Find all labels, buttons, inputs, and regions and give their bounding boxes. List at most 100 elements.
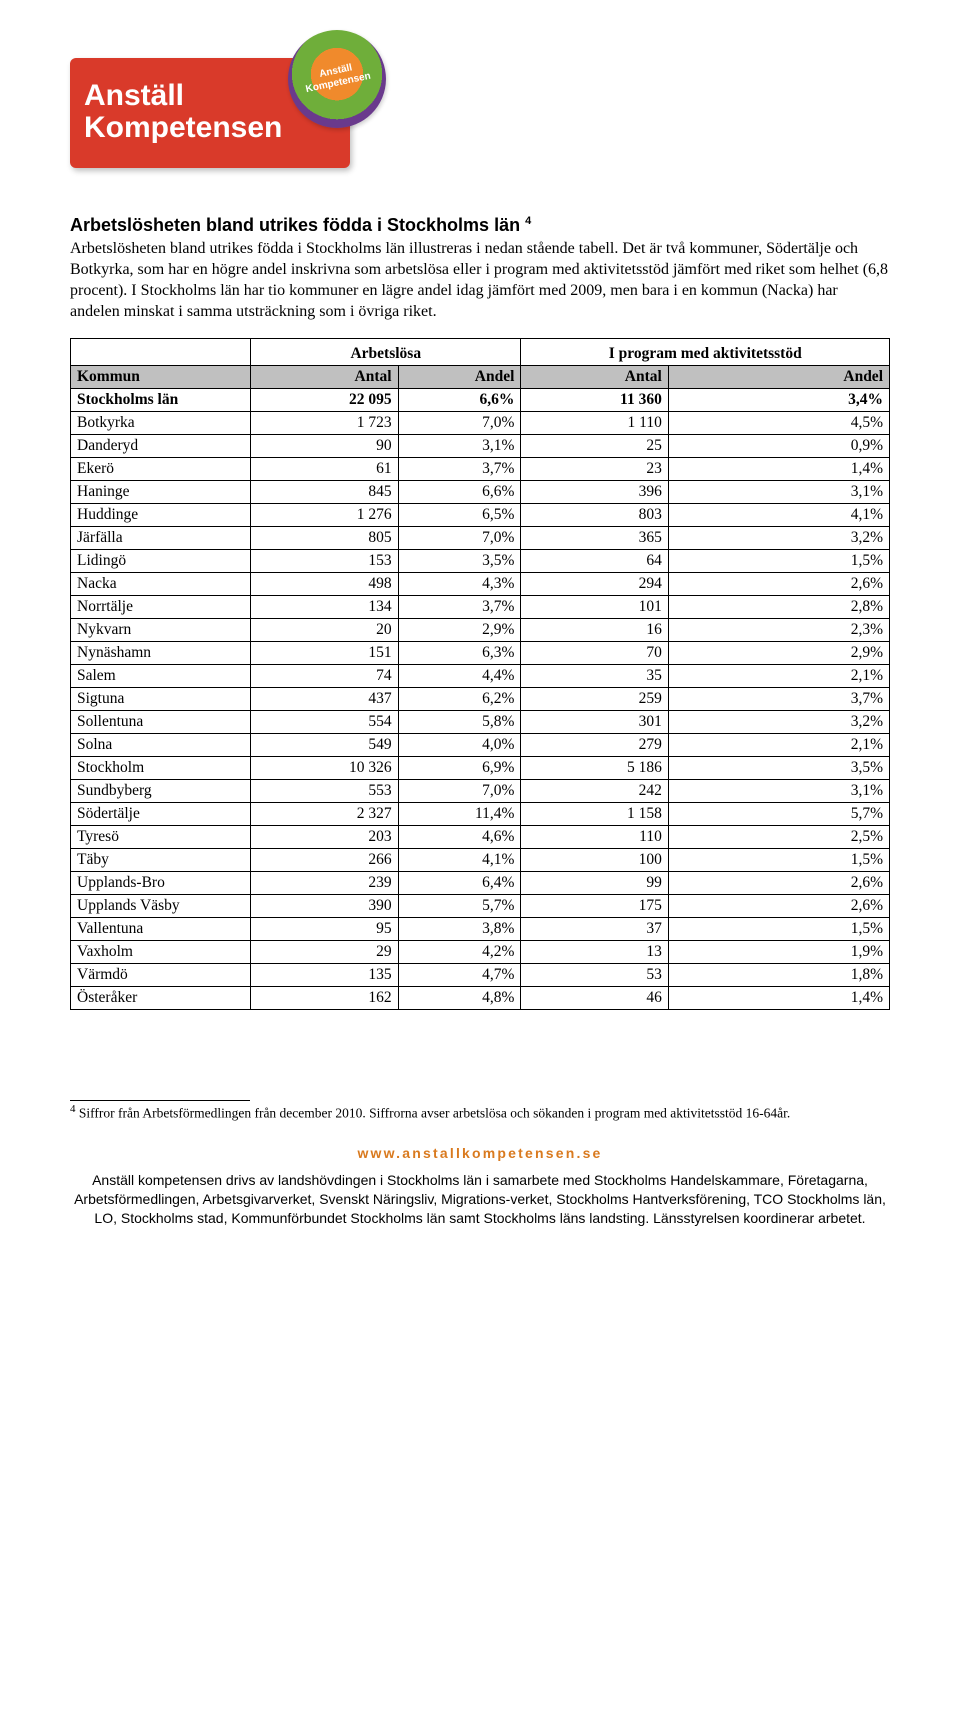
row-name: Nacka	[71, 573, 251, 596]
row-p1: 6,9%	[398, 757, 521, 780]
row-p1: 7,0%	[398, 527, 521, 550]
row-name: Upplands Väsby	[71, 895, 251, 918]
col-andel-2: Andel	[668, 366, 889, 389]
table-row: Nykvarn202,9%162,3%	[71, 619, 890, 642]
row-p2: 2,5%	[668, 826, 889, 849]
row-a1: 151	[251, 642, 398, 665]
row-a1: 135	[251, 964, 398, 987]
row-p2: 0,9%	[668, 435, 889, 458]
row-p2: 4,5%	[668, 412, 889, 435]
row-p1: 3,1%	[398, 435, 521, 458]
table-row: Nynäshamn1516,3%702,9%	[71, 642, 890, 665]
row-p1: 5,8%	[398, 711, 521, 734]
row-a1: 549	[251, 734, 398, 757]
row-p1: 7,0%	[398, 412, 521, 435]
row-name: Upplands-Bro	[71, 872, 251, 895]
row-name: Ekerö	[71, 458, 251, 481]
row-name: Norrtälje	[71, 596, 251, 619]
row-name: Täby	[71, 849, 251, 872]
footnote-text: Siffror från Arbetsförmedlingen från dec…	[76, 1106, 791, 1121]
col-andel-1: Andel	[398, 366, 521, 389]
row-name: Sollentuna	[71, 711, 251, 734]
row-name: Järfälla	[71, 527, 251, 550]
heading-footnote-ref: 4	[525, 215, 531, 227]
row-name: Vaxholm	[71, 941, 251, 964]
row-p1: 6,5%	[398, 504, 521, 527]
row-name: Tyresö	[71, 826, 251, 849]
row-a2: 396	[521, 481, 668, 504]
row-p1: 11,4%	[398, 803, 521, 826]
logo: Anställ Kompetensen Anställ Kompetensen	[70, 40, 380, 195]
row-p2: 1,4%	[668, 987, 889, 1010]
row-p1: 4,8%	[398, 987, 521, 1010]
row-p2: 4,1%	[668, 504, 889, 527]
table-row: Södertälje2 32711,4%1 1585,7%	[71, 803, 890, 826]
row-p2: 3,1%	[668, 780, 889, 803]
table-row: Solna5494,0%2792,1%	[71, 734, 890, 757]
col-antal-2: Antal	[521, 366, 668, 389]
table-row: Upplands-Bro2396,4%992,6%	[71, 872, 890, 895]
row-a1: 153	[251, 550, 398, 573]
row-p1: 5,7%	[398, 895, 521, 918]
col-kommun: Kommun	[71, 366, 251, 389]
row-p2: 2,1%	[668, 734, 889, 757]
row-p1: 4,6%	[398, 826, 521, 849]
row-p2: 3,5%	[668, 757, 889, 780]
row-a1: 805	[251, 527, 398, 550]
row-p1: 6,3%	[398, 642, 521, 665]
row-p1: 7,0%	[398, 780, 521, 803]
table-row: Ekerö613,7%231,4%	[71, 458, 890, 481]
table-row: Vaxholm294,2%131,9%	[71, 941, 890, 964]
row-a2: 1 158	[521, 803, 668, 826]
row-name: Lidingö	[71, 550, 251, 573]
row-name: Nykvarn	[71, 619, 251, 642]
row-a1: 239	[251, 872, 398, 895]
row-name: Haninge	[71, 481, 251, 504]
row-a2: 110	[521, 826, 668, 849]
row-a1: 553	[251, 780, 398, 803]
row-a1: 498	[251, 573, 398, 596]
row-a1: 1 723	[251, 412, 398, 435]
row-a1: 390	[251, 895, 398, 918]
total-a2: 11 360	[521, 389, 668, 412]
row-a2: 64	[521, 550, 668, 573]
row-p2: 2,8%	[668, 596, 889, 619]
intro-paragraph: Arbetslösheten bland utrikes födda i Sto…	[70, 238, 890, 322]
row-a2: 242	[521, 780, 668, 803]
row-a1: 74	[251, 665, 398, 688]
unemployment-table: Arbetslösa I program med aktivitetsstöd …	[70, 338, 890, 1010]
row-a1: 2 327	[251, 803, 398, 826]
logo-badge-text: Anställ Kompetensen	[302, 59, 371, 95]
row-a2: 5 186	[521, 757, 668, 780]
row-p1: 2,9%	[398, 619, 521, 642]
row-a2: 101	[521, 596, 668, 619]
row-name: Södertälje	[71, 803, 251, 826]
row-p1: 3,8%	[398, 918, 521, 941]
row-a2: 175	[521, 895, 668, 918]
row-name: Värmdö	[71, 964, 251, 987]
row-a2: 803	[521, 504, 668, 527]
logo-badge: Anställ Kompetensen	[288, 30, 386, 128]
row-a2: 365	[521, 527, 668, 550]
row-a1: 95	[251, 918, 398, 941]
row-a2: 259	[521, 688, 668, 711]
row-a2: 70	[521, 642, 668, 665]
row-a1: 134	[251, 596, 398, 619]
table-row: Täby2664,1%1001,5%	[71, 849, 890, 872]
row-name: Botkyrka	[71, 412, 251, 435]
row-p2: 1,9%	[668, 941, 889, 964]
row-p1: 4,7%	[398, 964, 521, 987]
row-a1: 29	[251, 941, 398, 964]
row-a2: 1 110	[521, 412, 668, 435]
row-a1: 845	[251, 481, 398, 504]
row-a1: 266	[251, 849, 398, 872]
row-a1: 20	[251, 619, 398, 642]
footer-url: www.anstallkompetensen.se	[70, 1145, 890, 1161]
table-row: Vallentuna953,8%371,5%	[71, 918, 890, 941]
row-p2: 2,1%	[668, 665, 889, 688]
row-a2: 279	[521, 734, 668, 757]
row-p1: 4,3%	[398, 573, 521, 596]
total-p2: 3,4%	[668, 389, 889, 412]
row-a2: 35	[521, 665, 668, 688]
col-group-program: I program med aktivitetsstöd	[521, 339, 890, 366]
